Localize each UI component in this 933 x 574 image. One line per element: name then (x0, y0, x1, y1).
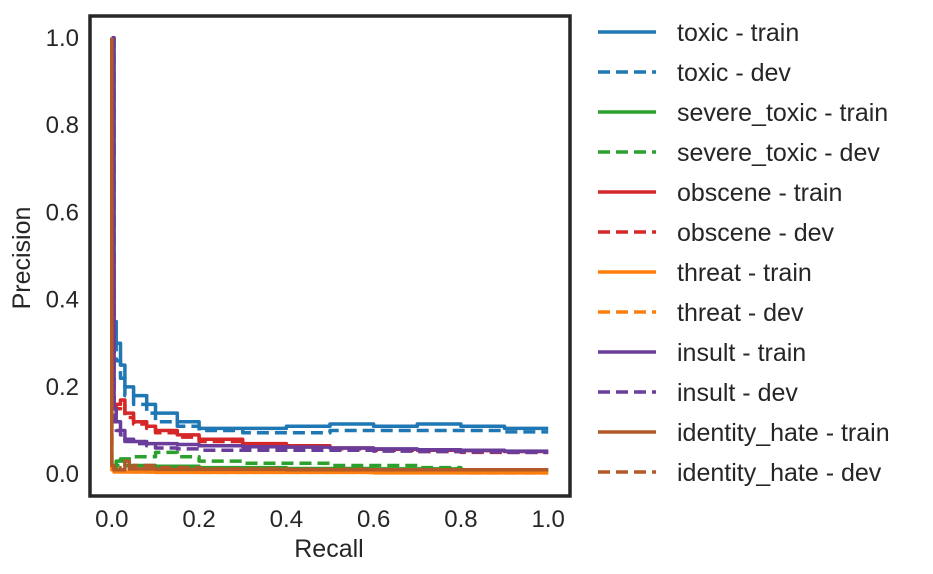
series-line-8 (111, 36, 549, 453)
series-line-9 (110, 37, 549, 455)
y-tick-label: 0.4 (46, 287, 79, 314)
series-line-4 (110, 37, 549, 454)
series-line-0 (111, 36, 549, 431)
legend-label: severe_toxic - dev (677, 139, 880, 167)
legend-label: threat - dev (677, 299, 804, 327)
x-tick-label: 0.2 (182, 506, 215, 533)
series-line-10 (110, 37, 549, 472)
x-tick-label: 0.4 (270, 506, 303, 533)
legend-label: insult - dev (677, 379, 798, 407)
series-line-2 (110, 37, 549, 472)
legend-label: identity_hate - dev (677, 459, 882, 487)
x-axis-label: Recall (294, 535, 363, 563)
x-tick-label: 0.0 (95, 506, 128, 533)
series-line-3 (110, 37, 549, 472)
x-tick-label: 0.8 (444, 506, 477, 533)
series-line-5 (110, 37, 549, 455)
legend-label: obscene - train (677, 179, 842, 207)
legend-label: insult - train (677, 339, 806, 367)
legend-label: threat - train (677, 259, 812, 287)
legend-label: severe_toxic - train (677, 99, 888, 127)
legend: toxic - train toxic - dev severe_toxic - t… (598, 19, 890, 487)
y-tick-label: 0.8 (46, 112, 79, 139)
y-tick-label: 0.2 (46, 374, 79, 401)
series-line-1 (111, 36, 549, 435)
x-tick-label: 0.6 (357, 506, 390, 533)
series-line-7 (110, 37, 549, 475)
plot-area (110, 36, 549, 475)
legend-label: obscene - dev (677, 219, 835, 247)
axes: 0.0 0.2 0.4 0.6 0.8 1.0 0.0 0.2 0.4 0.6 0.8 1.0 (46, 14, 572, 533)
y-tick-label: 0.6 (46, 199, 79, 226)
series-line-11 (110, 37, 549, 472)
legend-label: toxic - train (677, 19, 799, 47)
legend-label: identity_hate - train (677, 419, 890, 447)
x-tick-label: 1.0 (531, 506, 564, 533)
y-tick-label: 0.0 (46, 461, 79, 488)
plot-frame (88, 14, 572, 498)
series-line-6 (110, 37, 549, 475)
y-axis-label: Precision (8, 207, 36, 310)
y-tick-label: 1.0 (46, 25, 79, 52)
legend-label: toxic - dev (677, 59, 791, 87)
